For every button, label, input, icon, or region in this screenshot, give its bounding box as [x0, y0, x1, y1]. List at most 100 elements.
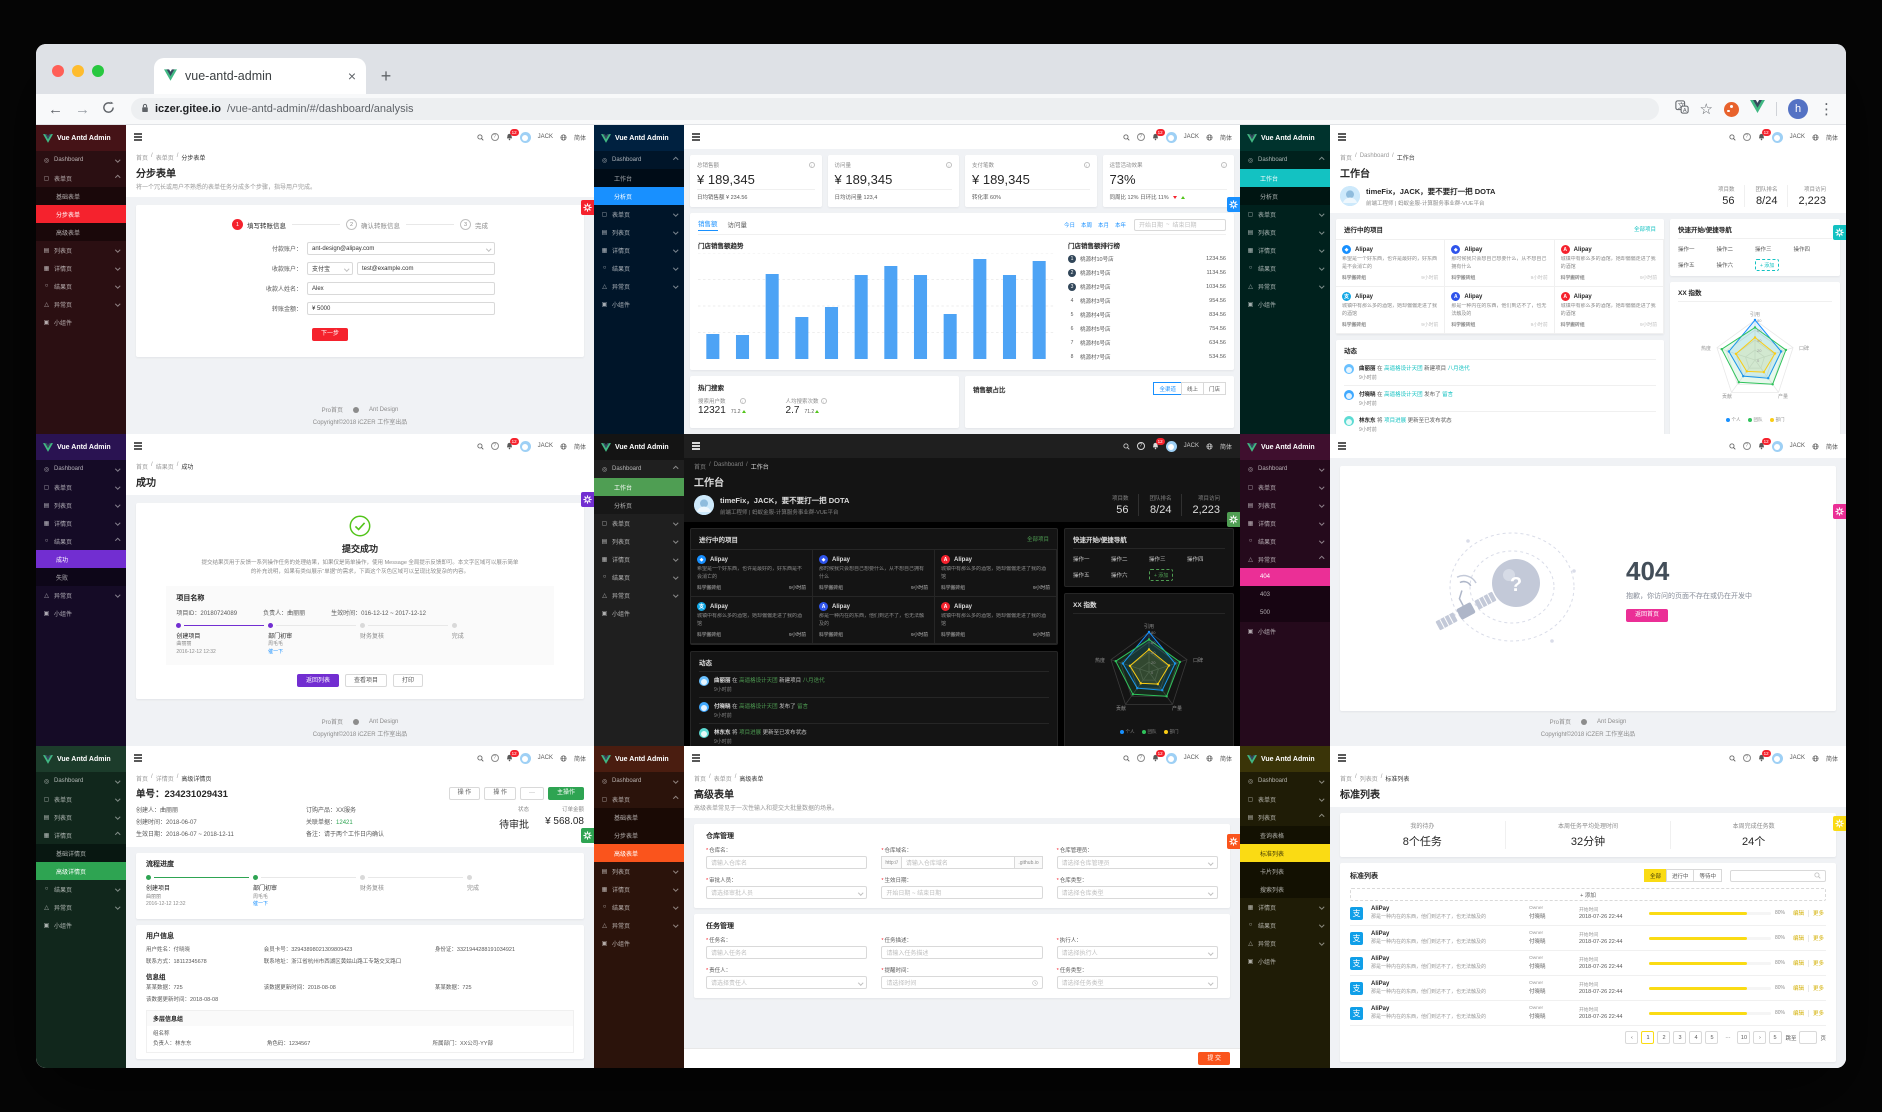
page-···[interactable]: ··· [1721, 1031, 1735, 1044]
sidebar-subitem-404[interactable]: 404 [1240, 568, 1330, 586]
vue-devtools-icon[interactable] [1750, 100, 1765, 118]
breadcrumb-item[interactable]: 表单页 [155, 156, 174, 162]
footer-link-antd[interactable]: Ant Design [1596, 718, 1627, 725]
search-icon[interactable] [1123, 754, 1130, 762]
all-projects-link[interactable]: 全部项目 [1026, 537, 1049, 543]
payee-type-select[interactable]: 支付宝 [307, 262, 353, 275]
action-button-1[interactable]: 操 作 [448, 786, 481, 800]
sidebar-subitem-工作台[interactable]: 工作台 [594, 169, 684, 187]
sidebar-subitem-搜索列表[interactable]: 搜索列表 [1240, 880, 1330, 898]
feed-link2[interactable]: 留言 [1442, 392, 1454, 398]
sidebar-subitem-卡片列表[interactable]: 卡片列表 [1240, 862, 1330, 880]
sidebar-subitem-分析页[interactable]: 分析页 [1240, 187, 1330, 205]
project-group[interactable]: 科学搬砖组 [941, 633, 965, 638]
page-3[interactable]: 3 [1673, 1031, 1687, 1044]
breadcrumb-item[interactable]: 首页 [136, 777, 149, 783]
field-input[interactable]: 请选择时间 [881, 976, 1043, 989]
help-icon[interactable]: ? [1136, 754, 1145, 762]
menu-fold-icon[interactable] [692, 754, 700, 762]
project-group[interactable]: 科学搬砖组 [697, 586, 721, 591]
sidebar-item-列表页[interactable]: ▤ 列表页 [594, 532, 684, 550]
language-globe-icon[interactable] [1812, 443, 1819, 450]
button-返回列表[interactable]: 返回列表 [296, 674, 339, 688]
legend-个人[interactable]: 个人 [1725, 417, 1741, 423]
sidebar-item-小组件[interactable]: ▣ 小组件 [1240, 952, 1330, 970]
language-globe-icon[interactable] [1206, 443, 1213, 450]
project-card[interactable]: A Alipay 城镇中有那么多的酒馆，她却偏偏走进了我的酒馆 科学搬砖组 9小时前 [935, 550, 1057, 597]
kebab-menu-icon[interactable]: ⋮ [1819, 100, 1834, 118]
menu-fold-icon[interactable] [1338, 133, 1346, 141]
menu-fold-icon[interactable] [134, 133, 142, 141]
feed-link2[interactable]: 留言 [797, 704, 809, 710]
sidebar-item-Dashboard[interactable]: ◎ Dashboard [1240, 772, 1330, 790]
back-home-button[interactable]: 返回首页 [1626, 608, 1669, 622]
language-globe-icon[interactable] [1206, 134, 1213, 141]
project-group[interactable]: 科学搬砖组 [941, 586, 965, 591]
theme-settings-gear-icon[interactable] [1227, 834, 1240, 849]
language-label[interactable]: 简体 [1219, 756, 1232, 763]
project-group[interactable]: 科学搬砖组 [819, 633, 843, 638]
notification-bell[interactable]: 12 [506, 750, 519, 762]
user-avatar[interactable] [1771, 440, 1783, 452]
sidebar-subitem-高级详情页[interactable]: 高级详情页 [36, 862, 126, 880]
sidebar-subitem-查询表格[interactable]: 查询表格 [1240, 826, 1330, 844]
sidebar-item-小组件[interactable]: ▣ 小组件 [36, 916, 126, 934]
sidebar-item-Dashboard[interactable]: ◎ Dashboard [594, 772, 684, 790]
list-row[interactable]: 支 AliPay 那是一种内在的东西，他们到达不了，也无法触及的 Owner 付晓晓 开始… [1350, 976, 1826, 1001]
list-row[interactable]: 支 AliPay 那是一种内在的东西，他们到达不了，也无法触及的 Owner 付晓晓 开始… [1350, 1001, 1826, 1026]
breadcrumb-item[interactable]: 详情页 [155, 777, 174, 783]
footer-link-pro[interactable]: Pro首页 [321, 720, 343, 726]
date-range-picker[interactable]: 开始日期 ~ 结束日期 [1134, 218, 1226, 231]
field-input[interactable]: 请选择仓库类型 [1056, 886, 1218, 899]
sidebar-item-表单页[interactable]: ▢ 表单页 [36, 790, 126, 808]
user-avatar[interactable] [519, 440, 531, 452]
language-label[interactable]: 简体 [1825, 135, 1838, 142]
op-操作二[interactable]: 操作二 [1111, 557, 1128, 563]
sidebar-subitem-高级表单[interactable]: 高级表单 [36, 223, 126, 241]
notification-bell[interactable]: 12 [1152, 129, 1165, 141]
more-link[interactable]: 更多 [1812, 986, 1824, 992]
payee-account-input[interactable]: test@example.com [357, 262, 495, 275]
range-本周[interactable]: 本周 [1080, 222, 1092, 229]
quick-add-button[interactable]: + 添加 [1755, 259, 1780, 271]
sidebar-subitem-分步表单[interactable]: 分步表单 [36, 205, 126, 223]
share-filter-全渠道[interactable]: 全渠道 [1153, 382, 1182, 395]
user-avatar[interactable] [1771, 752, 1783, 764]
notification-bell[interactable]: 12 [1152, 750, 1165, 762]
search-icon[interactable] [1123, 442, 1130, 450]
field-input[interactable]: ¥ 5000 [307, 302, 495, 315]
project-card[interactable]: ◆ Alipay 希望是一个好东西，也许是最好的，好东西是不会消亡的 科学搬砖组 9小时… [691, 550, 813, 597]
sidebar-item-结果页[interactable]: ○ 结果页 [36, 880, 126, 898]
sidebar-item-列表页[interactable]: ▤ 列表页 [1240, 223, 1330, 241]
theme-settings-gear-icon[interactable] [581, 200, 594, 215]
sidebar-subitem-成功[interactable]: 成功 [36, 550, 126, 568]
page-4[interactable]: 4 [1689, 1031, 1703, 1044]
sidebar-item-Dashboard[interactable]: ◎ Dashboard [594, 151, 684, 169]
sidebar-item-列表页[interactable]: ▤ 列表页 [594, 862, 684, 880]
quick-add-button[interactable]: + 添加 [1149, 569, 1174, 581]
feed-link1[interactable]: 高逼格设计天团 [1384, 366, 1425, 372]
op-操作六[interactable]: 操作六 [1111, 573, 1128, 579]
language-label[interactable]: 简体 [1219, 135, 1232, 142]
more-link[interactable]: 更多 [1812, 1011, 1824, 1017]
user-avatar[interactable] [1165, 752, 1177, 764]
op-操作一[interactable]: 操作一 [1678, 247, 1695, 253]
address-bar[interactable]: iczer.gitee.io/vue-antd-admin/#/dashboar… [131, 98, 1659, 120]
feed-link2[interactable]: 八月迭代 [802, 678, 825, 684]
project-group[interactable]: 科学搬砖组 [1342, 323, 1366, 328]
zoom-window-button[interactable] [92, 65, 104, 77]
sidebar-item-结果页[interactable]: ○ 结果页 [1240, 916, 1330, 934]
add-row-button[interactable]: + 添加 [1350, 888, 1826, 901]
sidebar-subitem-标准列表[interactable]: 标准列表 [1240, 844, 1330, 862]
sidebar-item-结果页[interactable]: ○ 结果页 [36, 277, 126, 295]
field-input[interactable]: 请输入任务描述 [881, 946, 1043, 959]
sidebar-item-列表页[interactable]: ▤ 列表页 [36, 496, 126, 514]
list-search-input[interactable] [1730, 869, 1826, 882]
language-globe-icon[interactable] [1206, 755, 1213, 762]
edit-link[interactable]: 编辑 [1792, 986, 1804, 992]
op-操作三[interactable]: 操作三 [1149, 557, 1166, 563]
sidebar-item-小组件[interactable]: ▣ 小组件 [36, 604, 126, 622]
notification-bell[interactable]: 12 [1758, 750, 1771, 762]
sidebar-item-结果页[interactable]: ○ 结果页 [1240, 259, 1330, 277]
project-group[interactable]: 科学搬砖组 [1451, 276, 1476, 281]
